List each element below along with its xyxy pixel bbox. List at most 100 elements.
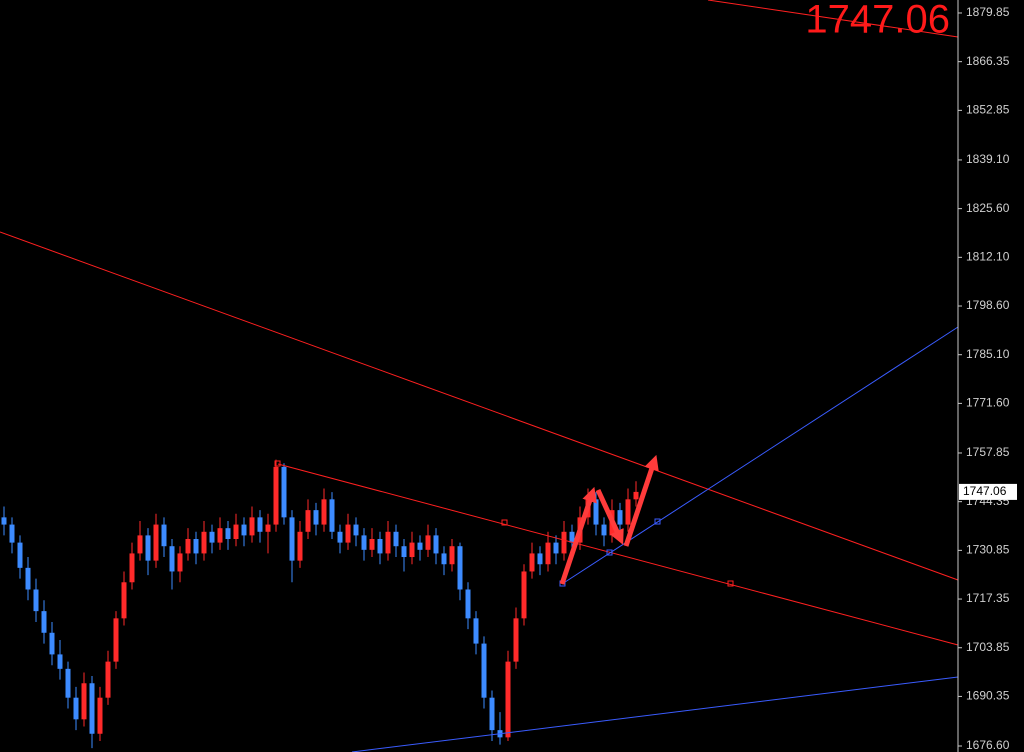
- y-tick-label: 1703.85: [966, 640, 1010, 654]
- candle-body: [177, 553, 183, 572]
- candle-body: [185, 538, 191, 554]
- last-price-box: [959, 483, 1017, 500]
- candle-body: [625, 499, 631, 525]
- candle-body: [281, 466, 287, 518]
- handle: [654, 518, 661, 525]
- candle-body: [329, 499, 335, 532]
- candle-body: [25, 567, 31, 590]
- candle-body: [73, 697, 79, 720]
- arrow: [623, 454, 659, 547]
- trend-line: [0, 231, 959, 581]
- candle-body: [153, 524, 159, 561]
- candle-body: [345, 524, 351, 543]
- handle: [606, 549, 613, 556]
- candle-body: [433, 535, 439, 554]
- candle-body: [81, 683, 87, 720]
- y-tick-label: 1812.10: [966, 249, 1010, 263]
- candle-body: [513, 618, 519, 662]
- y-tick-label: 1757.85: [966, 445, 1010, 459]
- candle-body: [593, 499, 599, 525]
- candle-body: [241, 524, 247, 536]
- candle-body: [217, 528, 223, 543]
- candle-body: [1, 517, 7, 525]
- candle-body: [377, 538, 383, 554]
- arrow: [559, 486, 597, 585]
- y-tick-label: 1852.85: [966, 103, 1010, 117]
- candle-body: [145, 535, 151, 561]
- y-tick-label: 1690.35: [966, 689, 1010, 703]
- y-tick-label: 1730.85: [966, 543, 1010, 557]
- candle-body: [457, 546, 463, 590]
- candle-body: [321, 499, 327, 525]
- candle-body: [537, 553, 543, 565]
- y-tick-label: 1825.60: [966, 201, 1010, 215]
- candle-body: [225, 528, 231, 539]
- candle-body: [337, 531, 343, 543]
- candles: [1, 459, 639, 749]
- candle-body: [529, 553, 535, 572]
- candle-body: [17, 542, 23, 568]
- candle-body: [233, 524, 239, 539]
- candle-body: [257, 517, 263, 532]
- candle-body: [617, 510, 623, 525]
- candle-body: [369, 538, 375, 550]
- candle-body: [89, 683, 95, 734]
- y-tick-label: 1717.35: [966, 591, 1010, 605]
- arrow: [595, 488, 624, 545]
- axis-labels: 1879.85 1866.35 1852.85 1839.10 1825.60 1812.…: [958, 5, 1017, 752]
- candle-body: [353, 524, 359, 536]
- candle-body: [417, 542, 423, 550]
- candle-body: [161, 524, 167, 547]
- candle-body: [393, 531, 399, 547]
- candle-body: [633, 491, 639, 500]
- candle-body: [297, 531, 303, 561]
- candle-body: [505, 661, 511, 738]
- trend-line: [277, 463, 959, 646]
- candle-body: [601, 524, 607, 536]
- candle-body: [97, 697, 103, 734]
- candle-body: [553, 542, 559, 554]
- trend-line: [351, 676, 959, 752]
- last-price-label: 1747.06: [963, 484, 1007, 498]
- candle-body: [441, 553, 447, 565]
- candle-body: [9, 524, 15, 543]
- candle-body: [105, 661, 111, 698]
- candle-body: [137, 535, 143, 554]
- candle-body: [425, 535, 431, 550]
- y-tick-label: 1879.85: [966, 5, 1010, 19]
- big-price: 1747.06: [805, 0, 950, 42]
- candle-body: [273, 466, 279, 525]
- candle-body: [361, 535, 367, 550]
- candle-body: [489, 697, 495, 731]
- candle-body: [121, 582, 127, 619]
- y-tick-label: 1676.60: [966, 738, 1010, 752]
- candle-body: [401, 546, 407, 558]
- candle-body: [481, 643, 487, 698]
- candle-body: [569, 531, 575, 543]
- candle-body: [65, 668, 71, 698]
- candle-body: [473, 618, 479, 644]
- y-tick-label: 1839.10: [966, 152, 1010, 166]
- y-tick-label: 1798.60: [966, 298, 1010, 312]
- handle: [274, 460, 281, 467]
- candle-body: [465, 589, 471, 619]
- candle-body: [521, 571, 527, 619]
- candle-body: [193, 538, 199, 554]
- handle: [727, 580, 734, 587]
- candle-body: [545, 542, 551, 565]
- candle-body: [57, 654, 63, 669]
- candle-body: [33, 589, 39, 612]
- candle-body: [209, 531, 215, 543]
- candle-body: [113, 618, 119, 662]
- y-tick-label: 1771.60: [966, 396, 1010, 410]
- trend-line: [707, 0, 959, 38]
- candle-body: [289, 517, 295, 561]
- candle-body: [169, 546, 175, 572]
- candle-body: [385, 531, 391, 554]
- candle-body: [449, 546, 455, 565]
- candle-body: [305, 510, 311, 532]
- candle-body: [41, 611, 47, 633]
- candle-body: [129, 553, 135, 583]
